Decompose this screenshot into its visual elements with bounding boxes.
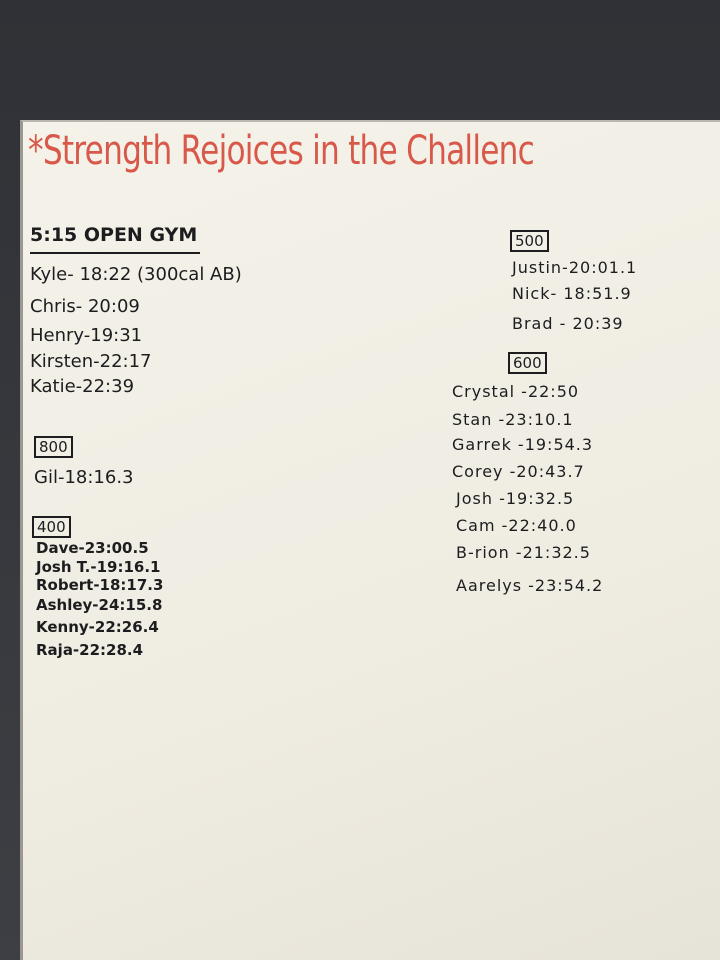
entry: Robert-18:17.3 (36, 576, 164, 594)
entry: Corey -20:43.7 (452, 462, 585, 481)
entry: Chris- 20:09 (30, 296, 140, 317)
entry: Kyle- 18:22 (300cal AB) (30, 264, 242, 285)
entry: Garrek -19:54.3 (452, 435, 594, 454)
entry: Nick- 18:51.9 (512, 284, 632, 303)
entry: Brad - 20:39 (512, 314, 624, 333)
section-heading: 5:15 OPEN GYM (30, 224, 198, 246)
underline (30, 252, 200, 254)
entry: Aarelys -23:54.2 (456, 576, 604, 595)
entry: Gil-18:16.3 (34, 467, 134, 488)
entry: Ashley-24:15.8 (36, 596, 163, 614)
entry: Josh -19:32.5 (456, 489, 575, 508)
group-label: 500 (510, 230, 549, 252)
entry: Cam -22:40.0 (456, 516, 577, 535)
entry: Henry-19:31 (30, 325, 143, 346)
group-label: 600 (508, 352, 547, 374)
group-label: 400 (32, 516, 71, 538)
entry: Kirsten-22:17 (30, 351, 152, 372)
whiteboard (20, 120, 720, 960)
entry: B-rion -21:32.5 (456, 543, 591, 562)
entry: Kenny-22:26.4 (36, 618, 159, 636)
entry: Crystal -22:50 (452, 382, 580, 401)
entry: Katie-22:39 (30, 376, 135, 397)
entry: Raja-22:28.4 (36, 641, 144, 659)
entry: Justin-20:01.1 (512, 258, 638, 277)
group-label: 800 (34, 436, 73, 458)
entry: Dave-23:00.5 (36, 539, 149, 557)
board-title: *Strength Rejoices in the Challenc (28, 128, 535, 174)
entry: Stan -23:10.1 (452, 410, 574, 429)
entry: Josh T.-19:16.1 (36, 558, 161, 576)
